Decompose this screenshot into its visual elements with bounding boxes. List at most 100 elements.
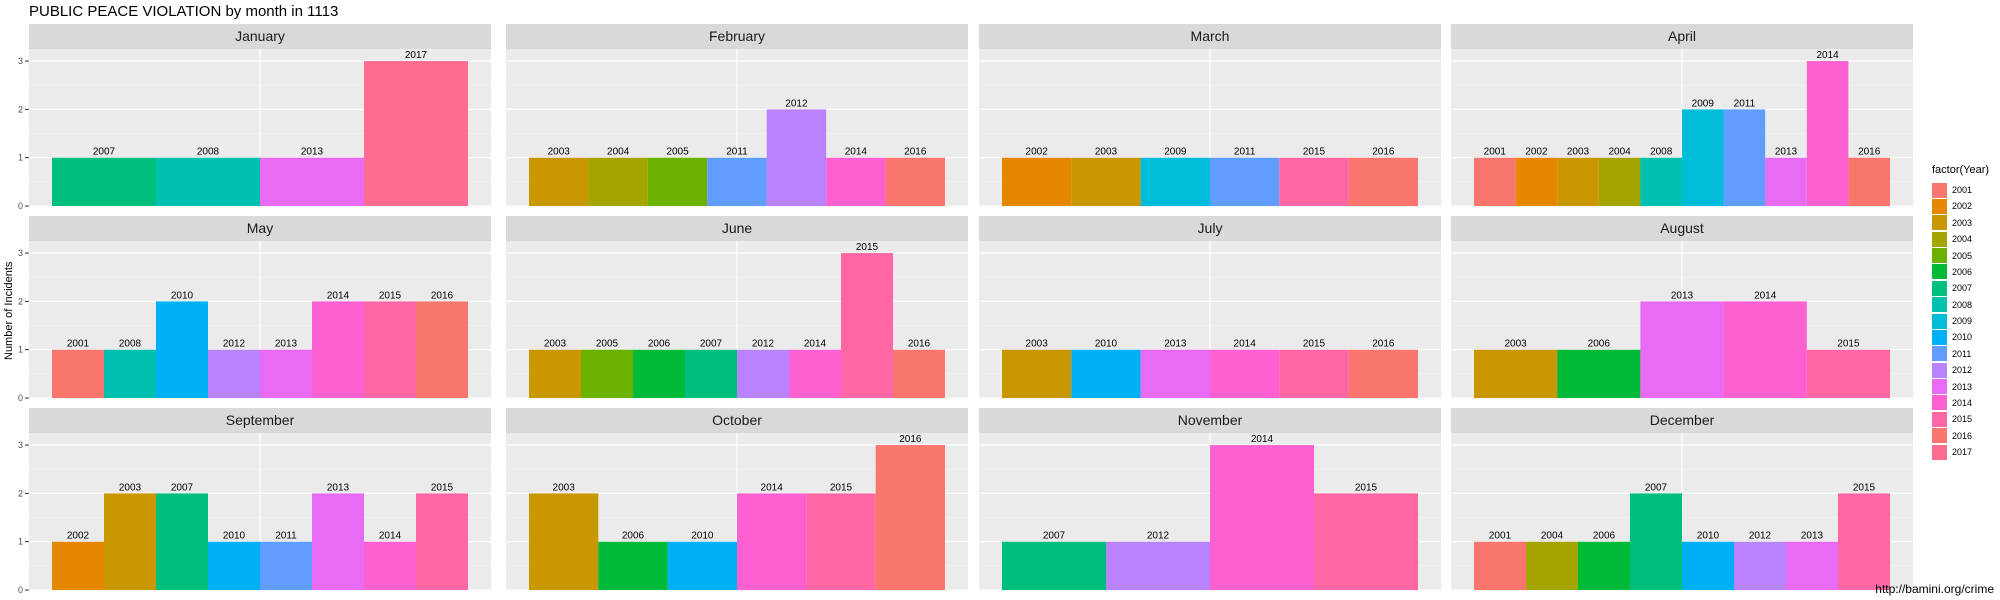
- legend-item-2008: 2008: [1932, 297, 1996, 313]
- facet-title-march: March: [1191, 28, 1230, 44]
- bar-december-2006: [1578, 541, 1630, 590]
- data-label-february-2004: 2004: [607, 147, 630, 158]
- bar-february-2014: [826, 157, 886, 206]
- data-label-october-2003: 2003: [553, 482, 576, 493]
- bar-september-2003: [104, 493, 156, 590]
- legend-item-2006: 2006: [1932, 264, 1996, 280]
- legend-item-2009: 2009: [1932, 313, 1996, 329]
- bar-april-2008: [1640, 157, 1682, 206]
- bar-april-2001: [1474, 157, 1516, 206]
- bar-february-2016: [885, 157, 945, 206]
- bar-april-2014: [1806, 61, 1849, 207]
- bar-december-2013: [1786, 541, 1838, 590]
- data-label-january-2013: 2013: [301, 147, 324, 158]
- legend-key-2017: [1932, 444, 1947, 460]
- facet-title-september: September: [226, 412, 295, 428]
- legend-title: factor(Year): [1932, 164, 1990, 176]
- data-label-may-2015: 2015: [379, 290, 402, 301]
- data-label-april-2013: 2013: [1775, 147, 1798, 158]
- legend-label-2012: 2012: [1952, 365, 1973, 376]
- legend-label-2003: 2003: [1952, 217, 1973, 228]
- legend-label-2010: 2010: [1952, 332, 1973, 343]
- legend-item-2001: 2001: [1932, 182, 1996, 198]
- bar-november-2012: [1106, 541, 1210, 590]
- data-label-april-2009: 2009: [1692, 98, 1715, 109]
- facet-title-august: August: [1660, 220, 1704, 236]
- bar-may-2016: [416, 301, 468, 398]
- bar-september-2010: [208, 541, 260, 590]
- bar-june-2016: [893, 349, 945, 398]
- bar-september-2007: [156, 493, 208, 590]
- data-label-may-2016: 2016: [431, 290, 454, 301]
- bar-may-2012: [208, 349, 260, 398]
- y-tick-label: 2: [18, 488, 23, 498]
- legend-key-2012: [1932, 362, 1947, 378]
- data-label-august-2003: 2003: [1504, 339, 1527, 350]
- legend-item-2013: 2013: [1932, 379, 1996, 395]
- y-tick-label: 0: [18, 201, 23, 211]
- legend-item-2014: 2014: [1932, 395, 1996, 411]
- data-label-november-2014: 2014: [1251, 434, 1274, 445]
- data-label-february-2003: 2003: [548, 147, 571, 158]
- bar-july-2010: [1071, 349, 1141, 398]
- legend-key-2010: [1932, 329, 1947, 345]
- legend-item-2002: 2002: [1932, 198, 1996, 214]
- data-label-october-2014: 2014: [761, 482, 784, 493]
- bar-january-2007: [52, 157, 156, 206]
- data-label-june-2006: 2006: [648, 339, 671, 350]
- source-caption: http://bamini.org/crime: [1875, 582, 1994, 596]
- facet-strip-july: [979, 216, 1441, 241]
- legend-key-2007: [1932, 280, 1947, 296]
- data-label-september-2014: 2014: [379, 531, 402, 542]
- bar-december-2001: [1474, 541, 1526, 590]
- y-tick-label: 0: [18, 393, 23, 403]
- bar-april-2011: [1723, 109, 1766, 206]
- legend-item-2003: 2003: [1932, 215, 1996, 231]
- legend-item-2010: 2010: [1932, 329, 1996, 345]
- bar-august-2013: [1640, 301, 1724, 398]
- data-label-december-2010: 2010: [1697, 531, 1720, 542]
- bar-june-2005: [581, 349, 633, 398]
- data-label-july-2014: 2014: [1234, 339, 1257, 350]
- facet-title-december: December: [1650, 412, 1715, 428]
- data-label-december-2012: 2012: [1749, 531, 1772, 542]
- bar-december-2010: [1682, 541, 1734, 590]
- facet-strip-february: [506, 24, 968, 49]
- bar-july-2003: [1002, 349, 1072, 398]
- bar-january-2013: [260, 157, 364, 206]
- facet-title-january: January: [235, 28, 285, 44]
- data-label-february-2005: 2005: [666, 147, 689, 158]
- y-tick-label: 3: [18, 56, 23, 66]
- legend-key-2004: [1932, 231, 1947, 247]
- y-tick-label: 1: [18, 345, 23, 355]
- bar-march-2009: [1140, 157, 1210, 206]
- bar-february-2005: [647, 157, 708, 206]
- bar-august-2015: [1806, 349, 1890, 398]
- legend-key-2013: [1932, 379, 1947, 395]
- bar-november-2007: [1002, 541, 1106, 590]
- data-label-october-2016: 2016: [899, 434, 922, 445]
- legend-key-2002: [1932, 198, 1947, 214]
- y-tick-label: 3: [18, 248, 23, 258]
- bar-april-2004: [1598, 157, 1641, 206]
- data-label-may-2010: 2010: [171, 290, 194, 301]
- bar-october-2003: [529, 493, 599, 590]
- data-label-january-2007: 2007: [93, 147, 116, 158]
- data-label-august-2014: 2014: [1754, 290, 1777, 301]
- y-tick-label: 3: [18, 440, 23, 450]
- data-label-may-2001: 2001: [67, 339, 90, 350]
- data-label-november-2012: 2012: [1147, 531, 1170, 542]
- legend-label-2011: 2011: [1952, 348, 1972, 359]
- bar-october-2014: [737, 493, 807, 590]
- data-label-march-2003: 2003: [1095, 147, 1118, 158]
- data-label-april-2002: 2002: [1525, 147, 1548, 158]
- bar-may-2013: [260, 349, 312, 398]
- data-label-february-2011: 2011: [726, 147, 748, 158]
- data-label-may-2012: 2012: [223, 339, 246, 350]
- bar-march-2011: [1210, 157, 1280, 206]
- data-label-december-2007: 2007: [1645, 482, 1668, 493]
- bar-october-2016: [875, 445, 945, 590]
- data-label-may-2013: 2013: [275, 339, 298, 350]
- data-label-april-2001: 2001: [1484, 147, 1507, 158]
- legend-label-2016: 2016: [1952, 430, 1973, 441]
